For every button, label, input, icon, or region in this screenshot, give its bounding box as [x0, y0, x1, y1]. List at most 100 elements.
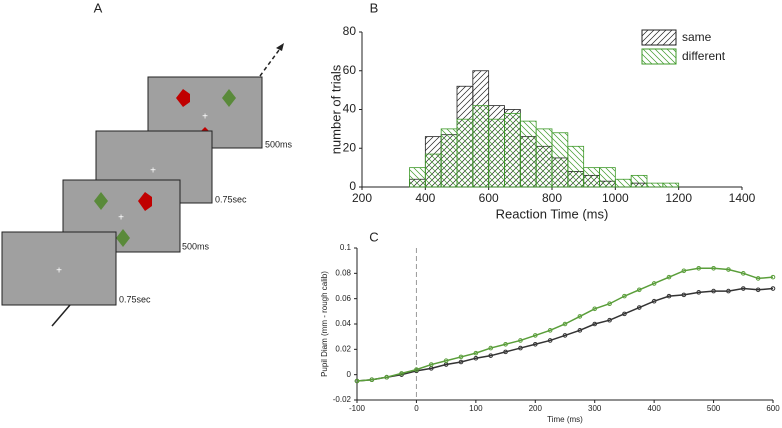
data-point [518, 338, 523, 343]
y-tick-label: 0.04 [335, 319, 351, 328]
data-point [755, 287, 761, 293]
legend-swatch [641, 48, 677, 65]
x-tick-label: 1200 [665, 191, 692, 205]
x-tick-label: 400 [415, 191, 435, 205]
data-line [356, 267, 774, 382]
data-point [770, 286, 776, 291]
histogram-bar [583, 167, 600, 188]
stimulus [116, 229, 130, 247]
stimulus [94, 192, 108, 210]
data-point [607, 317, 612, 323]
y-axis-label: number of trials [328, 64, 343, 154]
data-point [607, 301, 612, 307]
y-tick-label: 20 [343, 140, 357, 154]
data-point [562, 333, 568, 338]
data-point [399, 371, 404, 376]
arrow [259, 45, 283, 77]
histogram-bar [519, 120, 537, 188]
histogram-bar [630, 174, 648, 188]
data-point [532, 333, 538, 338]
data-point [473, 355, 479, 361]
data-point [354, 378, 360, 384]
data-point [547, 328, 553, 333]
data-point [473, 350, 479, 356]
x-axis-label: Time (ms) [547, 415, 583, 424]
data-point [681, 292, 687, 298]
y-tick-label: -0.02 [333, 395, 352, 404]
x-tick-label: -100 [349, 404, 366, 413]
data-point [547, 338, 553, 343]
data-point [622, 311, 627, 317]
data-point [770, 274, 776, 280]
histogram-bar [472, 105, 490, 188]
histogram-bar [599, 167, 616, 188]
y-tick-label: 60 [343, 63, 357, 77]
duration-label: 500ms [265, 139, 293, 149]
x-tick-label: 800 [542, 191, 562, 205]
legend-label: same [682, 30, 712, 44]
data-point [428, 362, 434, 367]
data-point [577, 314, 583, 319]
y-tick-label: 40 [343, 102, 357, 116]
histogram-bar [535, 128, 553, 188]
data-point [458, 359, 464, 365]
panel-label: A [94, 0, 103, 15]
data-point [740, 286, 746, 291]
stimulus [176, 89, 190, 107]
data-point [755, 276, 761, 281]
y-tick-label: 0.06 [335, 294, 351, 303]
x-tick-label: 0 [414, 404, 419, 413]
data-point [592, 306, 598, 312]
fixation: + [118, 213, 124, 224]
data-point [577, 328, 583, 333]
data-point [636, 287, 642, 293]
data-point [681, 268, 687, 274]
data-point [562, 321, 568, 327]
x-tick-label: 200 [529, 404, 543, 413]
histogram-bar [567, 145, 585, 188]
x-tick-label: 300 [588, 404, 602, 413]
data-point [666, 293, 672, 299]
stimulus [222, 89, 236, 107]
data-point [414, 367, 419, 372]
y-tick-label: 0 [349, 179, 356, 193]
x-tick-label: 200 [352, 191, 372, 205]
y-tick-label: 0.1 [340, 243, 352, 252]
y-tick-label: 0.02 [335, 344, 351, 353]
data-point [518, 345, 523, 351]
histogram-bar [662, 182, 680, 188]
data-point [696, 290, 702, 295]
stimulus [138, 192, 152, 211]
frame [1, 231, 117, 306]
timeline [51, 304, 71, 327]
histogram-bar [424, 153, 442, 188]
data-point [503, 349, 508, 355]
fixation: + [150, 166, 156, 177]
data-point [696, 265, 702, 271]
data-point [666, 274, 672, 280]
x-tick-label: 400 [647, 404, 661, 413]
data-point [488, 345, 494, 351]
histogram-bar [614, 178, 632, 188]
data-point [488, 353, 494, 358]
x-tick-label: 1000 [602, 191, 629, 205]
x-tick-label: 500 [707, 404, 721, 413]
data-point [726, 267, 731, 272]
y-axis-label: Pupil Diam (mm - rough calib) [320, 271, 329, 377]
histogram-bar [409, 167, 426, 188]
duration-label: 500ms [182, 241, 210, 251]
x-tick-label: 600 [766, 404, 780, 413]
histogram-bar [456, 118, 474, 188]
y-tick-label: 0.08 [335, 268, 351, 277]
duration-label: 0.75sec [215, 194, 247, 204]
x-axis-label: Reaction Time (ms) [496, 206, 609, 221]
data-point [636, 305, 642, 310]
data-point [651, 298, 657, 304]
data-point [592, 321, 598, 327]
data-point [503, 341, 508, 347]
y-tick-label: 80 [343, 24, 357, 38]
histogram-bar [504, 112, 521, 188]
data-point [384, 374, 390, 380]
panel-label: B [370, 0, 379, 15]
data-point [711, 288, 716, 294]
